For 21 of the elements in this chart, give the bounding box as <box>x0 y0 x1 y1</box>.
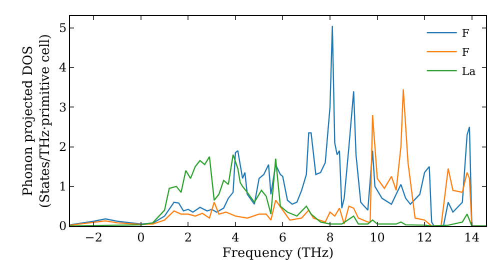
legend-label: F <box>462 26 470 40</box>
x-tick-label: 10 <box>370 230 385 244</box>
y-tick-label: 5 <box>58 21 67 36</box>
y-tick-label: 0 <box>58 219 67 234</box>
x-tick-label: 12 <box>416 230 432 244</box>
y-tick-label: 4 <box>58 60 67 75</box>
x-tick-label: −2 <box>84 230 102 244</box>
x-tick-label: 14 <box>464 230 480 244</box>
y-tick-label: 2 <box>58 140 67 154</box>
x-tick-label: 2 <box>184 230 192 244</box>
legend-label: La <box>462 64 476 78</box>
legend-label: F <box>462 46 470 59</box>
line-series <box>70 154 486 226</box>
y-tick-label: 1 <box>58 180 67 194</box>
x-axis-title: Frequency (THz) <box>222 246 334 261</box>
x-tick-label: 6 <box>278 230 287 244</box>
y-tick-label: 3 <box>58 100 67 114</box>
x-tick-label: 0 <box>137 230 145 244</box>
x-tick-label: 8 <box>326 230 334 244</box>
x-tick-label: 4 <box>232 230 240 244</box>
y-axis-title: Phonon projected DOS (States/THz·primitive cell) <box>21 34 53 208</box>
